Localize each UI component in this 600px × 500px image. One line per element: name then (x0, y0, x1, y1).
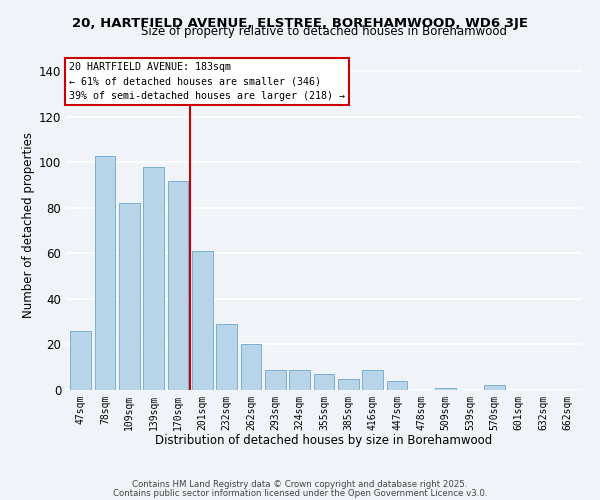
Bar (338, 378, 359, 390)
Text: Contains public sector information licensed under the Open Government Licence v3: Contains public sector information licen… (113, 488, 487, 498)
Text: 20, HARTFIELD AVENUE, ELSTREE, BOREHAMWOOD, WD6 3JE: 20, HARTFIELD AVENUE, ELSTREE, BOREHAMWO… (72, 18, 528, 30)
Bar (484, 386, 505, 390)
Bar (70, 331, 91, 390)
Bar (143, 167, 164, 390)
Title: Size of property relative to detached houses in Borehamwood: Size of property relative to detached ho… (141, 25, 507, 38)
Bar (265, 370, 286, 390)
Bar (216, 324, 237, 390)
X-axis label: Distribution of detached houses by size in Borehamwood: Distribution of detached houses by size … (155, 434, 493, 448)
Bar (167, 180, 188, 390)
Bar (314, 374, 334, 390)
Bar (241, 344, 262, 390)
Bar (192, 251, 212, 390)
Bar (119, 204, 140, 390)
Y-axis label: Number of detached properties: Number of detached properties (22, 132, 35, 318)
Bar (386, 381, 407, 390)
Bar (289, 370, 310, 390)
Bar (436, 388, 456, 390)
Bar (95, 156, 115, 390)
Text: 20 HARTFIELD AVENUE: 183sqm
← 61% of detached houses are smaller (346)
39% of se: 20 HARTFIELD AVENUE: 183sqm ← 61% of det… (68, 62, 344, 101)
Text: Contains HM Land Registry data © Crown copyright and database right 2025.: Contains HM Land Registry data © Crown c… (132, 480, 468, 489)
Bar (362, 370, 383, 390)
